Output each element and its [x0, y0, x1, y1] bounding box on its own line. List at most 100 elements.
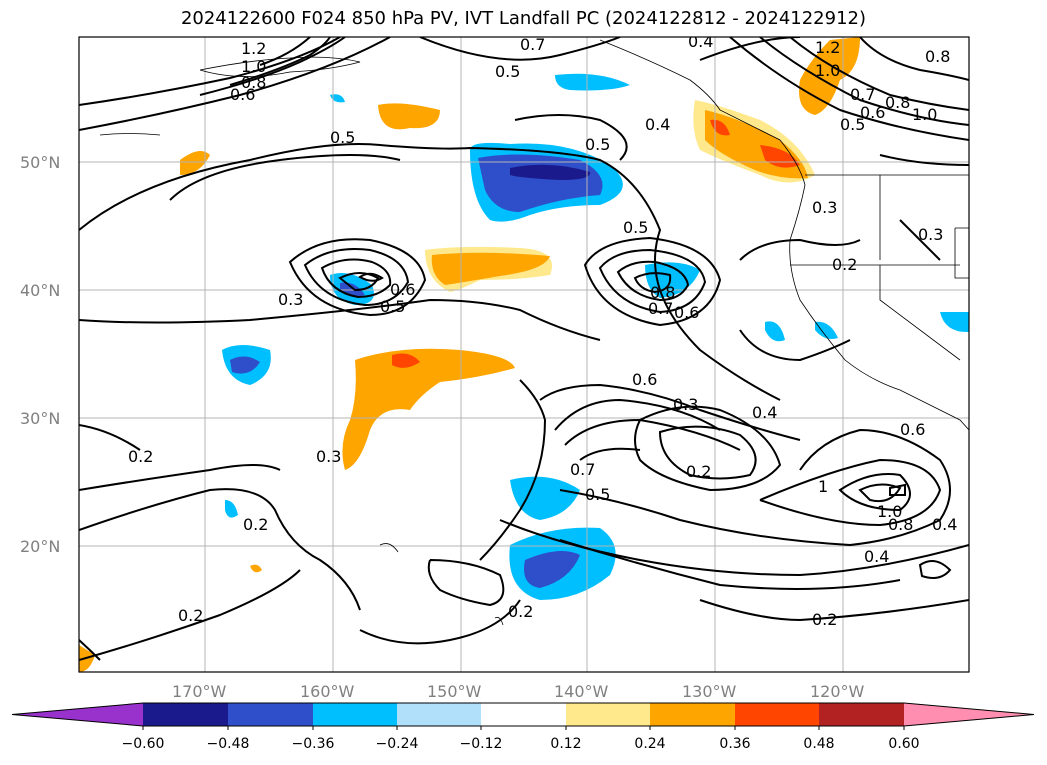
contour-label: 1: [818, 477, 828, 496]
contour-label: 0.4: [864, 547, 889, 566]
colorbar-segment: [735, 703, 819, 726]
contour-label: 1.2: [815, 38, 840, 57]
contour-label: 1.0: [877, 502, 902, 521]
negative-anomaly-area: [940, 312, 969, 333]
contour-label: 0.8: [241, 73, 266, 92]
contour-label: 0.3: [673, 395, 698, 414]
colorbar-tick-label: 0.48: [803, 736, 834, 752]
colorbar-tick-label: 0.36: [719, 736, 750, 752]
contour-label: 0.7: [570, 460, 595, 479]
latitude-labels: 50°N 40°N 30°N 20°N: [20, 153, 60, 556]
contour-label: 0.5: [495, 62, 520, 81]
contour-label: 0.5: [585, 485, 610, 504]
map-title: 2024122600 F024 850 hPa PV, IVT Landfall…: [180, 8, 867, 29]
contour-label: 0.3: [278, 290, 303, 309]
contour-label: 0.2: [243, 515, 268, 534]
colorbar-tick-label: 0.12: [550, 736, 581, 752]
contour-label: 0.6: [230, 85, 255, 104]
contour-label: 0.4: [752, 403, 777, 422]
negative-anomaly-area: [555, 73, 630, 91]
positive-anomaly-area: [342, 348, 515, 470]
lon-label: 120°W: [810, 682, 865, 701]
negative-anomaly-area: [510, 476, 580, 520]
contour-labels: 1.2 1.0 0.8 0.6 0.7 0.5 0.4 0.5 0.5 0.4 …: [128, 32, 957, 629]
negative-anomaly-area: [330, 94, 345, 103]
contour-label: 0.7: [850, 85, 875, 104]
longitude-labels: 170°W 160°W 150°W 140°W 130°W 120°W: [172, 682, 865, 701]
contour-label: 0.5: [330, 128, 355, 147]
contour-label: 0.5: [585, 135, 610, 154]
colorbar-tick-label: 0.24: [634, 736, 665, 752]
lon-label: 160°W: [300, 682, 355, 701]
contour-label: 0.2: [832, 255, 857, 274]
contour-label: 0.8: [925, 47, 950, 66]
negative-anomaly-area: [230, 356, 260, 374]
contour-label: 0.6: [632, 370, 657, 389]
contour-label: 1.2: [241, 39, 266, 58]
contour-label: 0.4: [688, 32, 713, 51]
lat-label: 20°N: [20, 537, 60, 556]
contour-label: 0.8: [885, 93, 910, 112]
contour-label: 1.0: [815, 61, 840, 80]
contour-label: 1.0: [241, 57, 266, 76]
lat-label: 50°N: [20, 153, 60, 172]
lon-label: 170°W: [172, 682, 227, 701]
lon-label: 130°W: [682, 682, 737, 701]
contour-label: 0.2: [686, 462, 711, 481]
negative-anomaly-area: [225, 500, 238, 518]
pv-contours: [79, 37, 969, 661]
contour-label: 0.3: [316, 447, 341, 466]
contour-label: 1.0: [912, 105, 937, 124]
contour-label: 0.6: [860, 103, 885, 122]
contour-label: 0.4: [932, 515, 957, 534]
positive-anomaly-area: [250, 564, 262, 573]
colorbar-segment: [566, 703, 650, 726]
map-frame: [78, 36, 970, 673]
negative-anomaly-area: [524, 551, 580, 588]
contour-label: 0.8: [650, 283, 675, 302]
colorbar-segment: [313, 703, 397, 726]
colorbar-segment: [650, 703, 735, 726]
colorbar-extension-low: [12, 703, 143, 726]
lon-label: 140°W: [554, 682, 609, 701]
negative-anomaly-area: [765, 321, 785, 342]
contour-label: 0.7: [520, 35, 545, 54]
colorbar-segment: [143, 703, 228, 726]
lat-label: 40°N: [20, 281, 60, 300]
contour-label: 0.2: [128, 447, 153, 466]
colorbar-extension-high: [904, 703, 1034, 726]
colorbar-tick-label: −0.24: [376, 736, 419, 752]
negative-anomaly-area: [815, 321, 838, 339]
graticule: [79, 37, 969, 672]
contour-label: 0.6: [900, 420, 925, 439]
colorbar-tick-label: −0.48: [207, 736, 250, 752]
contour-label: 0.5: [380, 297, 405, 316]
contour-label: 0.7: [648, 299, 673, 318]
contour-label: 0.2: [508, 602, 533, 621]
colorbar: −0.60 −0.48 −0.36 −0.24 −0.12 0.12 0.24 0.36 0.4…: [11, 702, 1035, 752]
strong-positive-anomaly-area: [392, 353, 420, 368]
colorbar-segment: [228, 703, 313, 726]
strong-negative-anomaly-area: [510, 164, 591, 180]
colorbar-tick-label: −0.36: [292, 736, 335, 752]
positive-anomaly-area: [180, 151, 210, 175]
contour-label: 0.8: [888, 515, 913, 534]
contour-label: 0.6: [674, 303, 699, 322]
colorbar-segment: [481, 703, 566, 726]
colorbar-segment: [397, 703, 481, 726]
colorbar-segment: [819, 703, 904, 726]
colorbar-tick-label: 0.60: [888, 736, 919, 752]
contour-label: 0.2: [812, 610, 837, 629]
contour-label: 0.3: [812, 198, 837, 217]
contour-label: 0.3: [918, 225, 943, 244]
lon-label: 150°W: [427, 682, 482, 701]
colorbar-tick-label: −0.60: [122, 736, 165, 752]
contour-label: 0.2: [178, 606, 203, 625]
contour-label: 0.5: [840, 115, 865, 134]
lat-label: 30°N: [20, 409, 60, 428]
positive-anomaly-area: [378, 103, 440, 130]
contour-label: 0.4: [645, 115, 670, 134]
contour-label: 0.5: [623, 218, 648, 237]
coastlines: [99, 39, 969, 626]
